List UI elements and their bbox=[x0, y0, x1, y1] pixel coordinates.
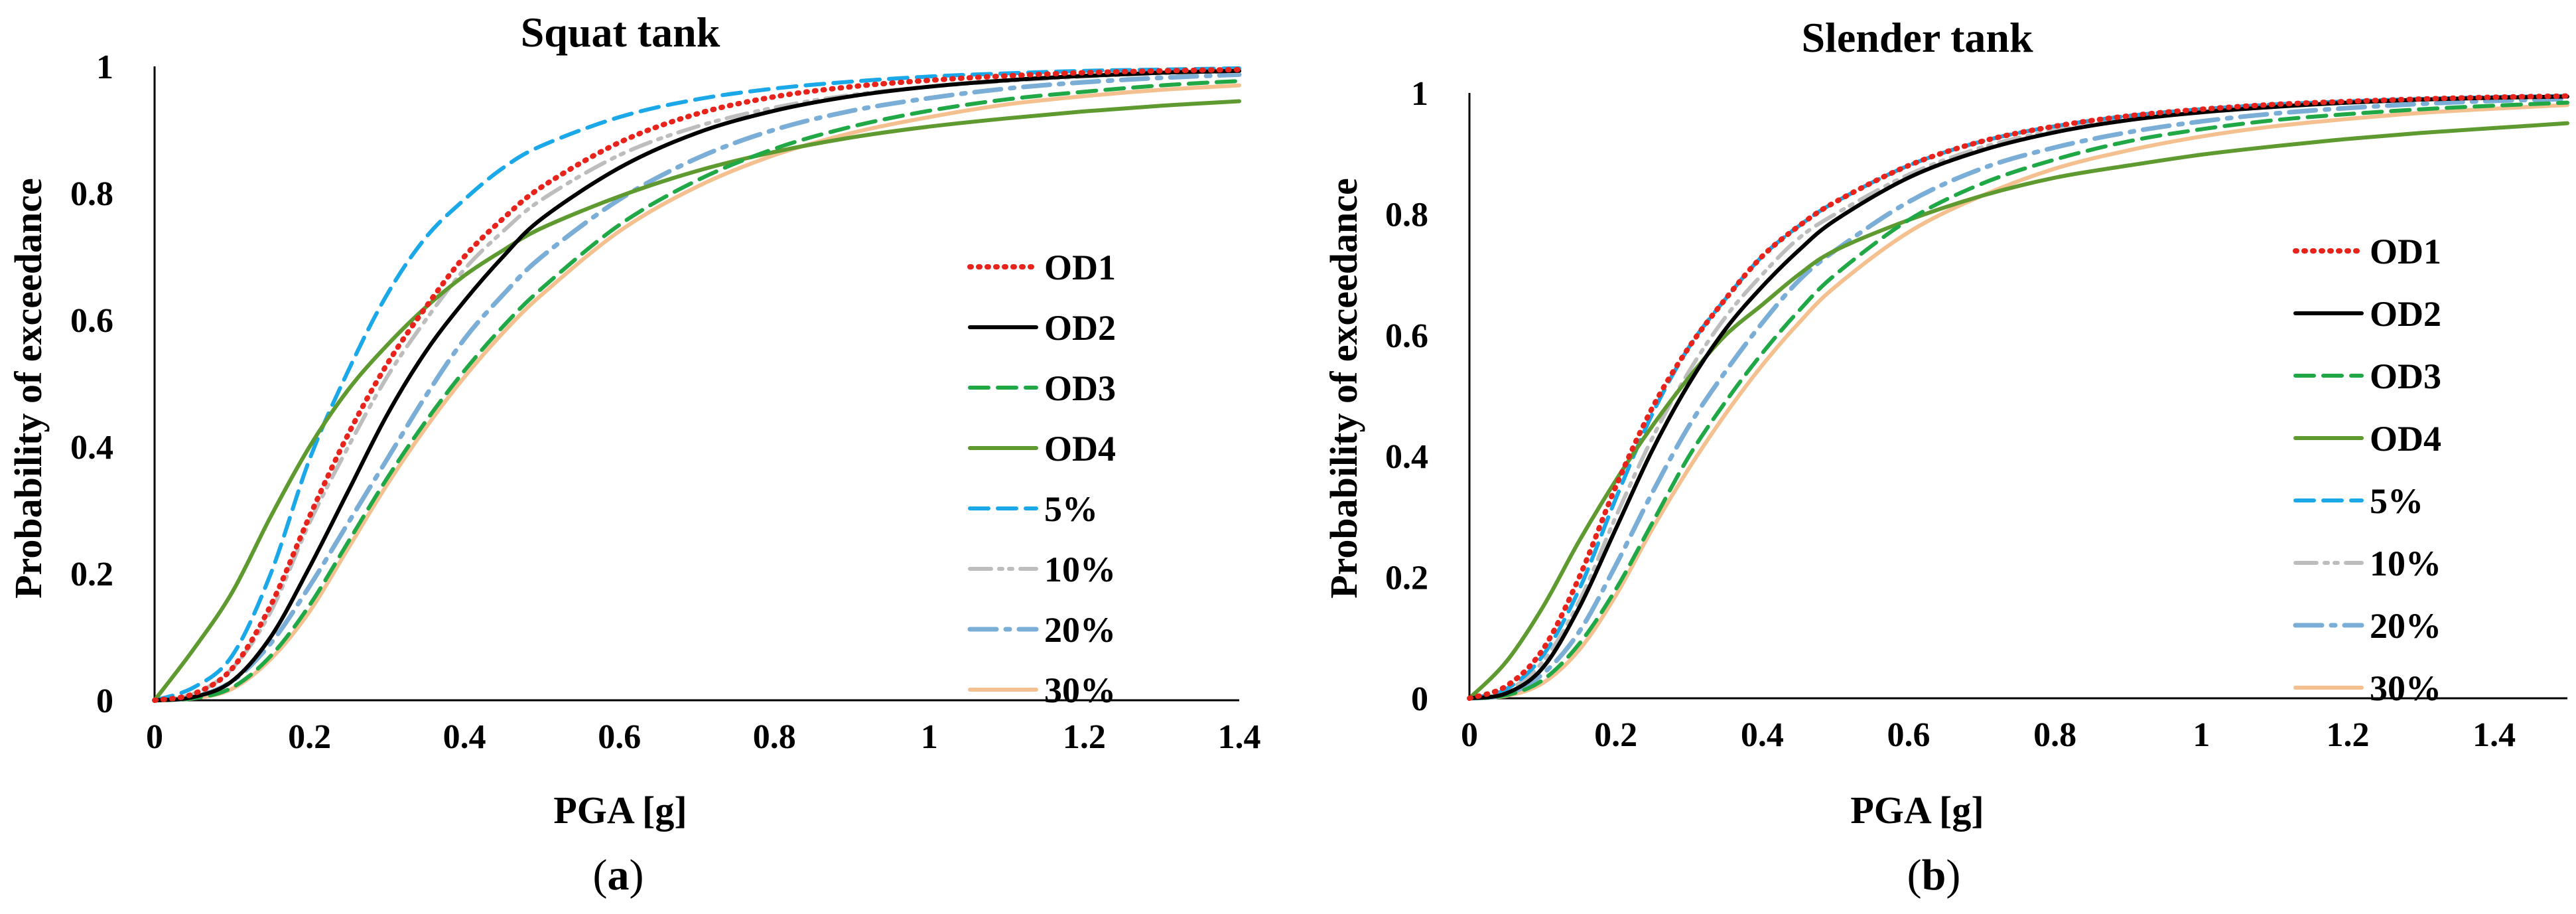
legend-label: 30% bbox=[1044, 670, 1116, 710]
series-line-od3 bbox=[153, 79, 1241, 702]
chart-title: Squat tank bbox=[521, 9, 720, 56]
y-tick-label: 0 bbox=[96, 682, 113, 720]
x-tick-label: 0.4 bbox=[1741, 716, 1784, 754]
legend-label: 5% bbox=[1044, 489, 1098, 529]
y-tick-label: 0.6 bbox=[1385, 317, 1428, 355]
x-tick-label: 0.6 bbox=[598, 718, 641, 756]
x-axis-label: PGA [g] bbox=[553, 789, 687, 832]
x-tick-label: 0.8 bbox=[753, 718, 796, 756]
legend-label: OD2 bbox=[2370, 294, 2441, 334]
y-tick-label: 0.4 bbox=[1385, 438, 1428, 476]
legend-label: OD4 bbox=[2370, 419, 2441, 459]
panel-caption: (b) bbox=[1907, 851, 1961, 899]
x-tick-label: 0 bbox=[146, 718, 163, 756]
y-tick-label: 0.2 bbox=[1385, 560, 1428, 597]
legend-label: 5% bbox=[2370, 481, 2423, 521]
panel-caption: (a) bbox=[593, 851, 644, 899]
legend-label: 20% bbox=[1044, 610, 1116, 650]
x-tick-labels: 0 0.2 0.4 0.6 0.8 1 1.2 1.4 bbox=[1461, 716, 2516, 754]
series-line-od3 bbox=[1467, 100, 2569, 700]
legend-label: OD1 bbox=[1044, 248, 1116, 287]
x-tick-label: 0 bbox=[1461, 716, 1478, 754]
x-tick-label: 1.2 bbox=[2327, 716, 2370, 754]
legend: OD1 OD2 OD3 OD4 5% 10% 20% 30% bbox=[2293, 232, 2441, 708]
y-tick-label: 1 bbox=[96, 48, 113, 86]
legend: OD1 OD2 OD3 OD4 5% 10% 20% 30% bbox=[967, 248, 1116, 710]
chart-title: Slender tank bbox=[1801, 14, 2033, 61]
series-line-30pct bbox=[153, 83, 1241, 702]
series-line-5pct bbox=[153, 66, 1241, 702]
series-line-30pct bbox=[1467, 103, 2569, 700]
series-line-od4 bbox=[153, 99, 1241, 702]
series-line-od1 bbox=[152, 66, 1242, 703]
series-line-10pct bbox=[1467, 94, 2569, 700]
y-tick-label: 0.8 bbox=[1385, 196, 1428, 234]
panel-slender-tank: Slender tank PGA [g] Probability of exce… bbox=[1322, 14, 2570, 899]
x-tick-labels: 0 0.2 0.4 0.6 0.8 1 1.2 1.4 bbox=[146, 718, 1261, 756]
series-line-20pct bbox=[152, 72, 1242, 703]
y-tick-label: 0.2 bbox=[70, 556, 113, 593]
legend-label: OD1 bbox=[2370, 232, 2441, 271]
y-tick-label: 0.4 bbox=[70, 429, 113, 467]
y-axis-label: Probability of exceedance bbox=[1322, 178, 1365, 599]
x-tick-label: 0.2 bbox=[1594, 716, 1637, 754]
legend-label: OD2 bbox=[1044, 308, 1116, 348]
legend-label: OD3 bbox=[2370, 356, 2441, 396]
y-tick-label: 1 bbox=[1411, 75, 1428, 113]
series-line-od4 bbox=[1467, 121, 2569, 700]
panel-letter: b bbox=[1922, 851, 1946, 899]
series-curves bbox=[152, 66, 1242, 703]
y-tick-label: 0 bbox=[1411, 680, 1428, 718]
y-tick-label: 0.8 bbox=[70, 175, 113, 213]
x-tick-label: 0.8 bbox=[2033, 716, 2076, 754]
series-curves bbox=[1467, 93, 2570, 701]
y-axis-label: Probability of exceedance bbox=[7, 178, 50, 599]
legend-label: OD3 bbox=[1044, 368, 1116, 408]
y-tick-label: 0.6 bbox=[70, 302, 113, 340]
x-tick-label: 1.4 bbox=[2473, 716, 2516, 754]
x-tick-label: 0.2 bbox=[288, 718, 331, 756]
legend-label: 30% bbox=[2370, 668, 2441, 708]
x-tick-label: 0.6 bbox=[1887, 716, 1931, 754]
legend-label: 10% bbox=[1044, 550, 1116, 589]
x-tick-label: 1.4 bbox=[1218, 718, 1261, 756]
x-tick-label: 1 bbox=[2193, 716, 2210, 754]
legend-label: OD4 bbox=[1044, 429, 1116, 469]
y-tick-labels: 0 0.2 0.4 0.6 0.8 1 bbox=[70, 48, 113, 720]
x-tick-label: 1 bbox=[921, 718, 938, 756]
panel-squat-tank: Squat tank PGA [g] Probability of exceed… bbox=[7, 9, 1261, 899]
series-line-od2 bbox=[153, 68, 1241, 702]
x-tick-label: 1.2 bbox=[1063, 718, 1106, 756]
x-axis-label: PGA [g] bbox=[1850, 789, 1984, 832]
panel-letter: a bbox=[608, 851, 630, 899]
series-line-od1 bbox=[1467, 93, 2570, 701]
y-tick-labels: 0 0.2 0.4 0.6 0.8 1 bbox=[1385, 75, 1428, 718]
legend-label: 10% bbox=[2370, 544, 2441, 583]
legend-label: 20% bbox=[2370, 606, 2441, 646]
x-tick-label: 0.4 bbox=[443, 718, 486, 756]
